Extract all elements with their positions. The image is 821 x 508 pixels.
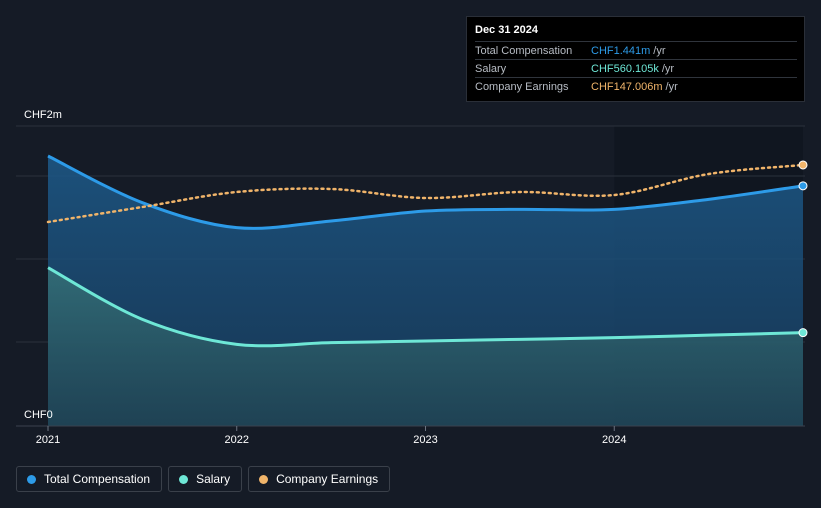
x-axis-ticks: 2021 2022 2023 2024: [36, 426, 626, 446]
chart-legend: Total Compensation Salary Company Earnin…: [16, 466, 391, 492]
end-markers: [798, 160, 808, 338]
salary-line: [47, 266, 804, 348]
legend-dot-icon: [259, 474, 269, 484]
tooltip-label: Company Earnings: [475, 80, 569, 93]
tooltip-row-salary: Salary CHF560.105k /yr: [475, 59, 797, 77]
tooltip-value: CHF147.006m: [591, 80, 663, 93]
tooltip-label: Salary: [475, 62, 507, 75]
salary-area: [48, 267, 803, 426]
x-tick-label: 2024: [602, 434, 626, 446]
salary-end-dot: [798, 328, 808, 338]
x-tick-label: 2022: [225, 434, 249, 446]
legend-dot-icon: [27, 474, 36, 484]
tooltip-row-earnings: Company Earnings CHF147.006m /yr: [475, 77, 797, 95]
legend-item-salary[interactable]: Salary: [168, 466, 243, 492]
legend-item-company-earnings[interactable]: Company Earnings: [248, 466, 391, 492]
y-axis-top-label: CHF2m: [24, 109, 62, 121]
legend-label: Salary: [196, 472, 231, 486]
x-tick-label: 2023: [413, 434, 437, 446]
legend-label: Company Earnings: [276, 472, 379, 486]
tooltip-value: CHF560.105k: [591, 62, 659, 75]
tooltip-unit: /yr: [665, 80, 678, 93]
legend-label: Total Compensation: [44, 472, 151, 486]
company-earnings-line: [46, 163, 805, 224]
earnings-end-dot: [798, 160, 808, 170]
legend-item-total-compensation[interactable]: Total Compensation: [16, 466, 163, 492]
tooltip-unit: /yr: [653, 44, 666, 57]
tooltip-unit: /yr: [661, 62, 675, 75]
tooltip: Dec 31 2024 Total Compensation CHF1.441m…: [466, 16, 805, 102]
tooltip-row-total: Total Compensation CHF1.441m /yr: [475, 41, 797, 59]
total-compensation-line: [47, 154, 804, 230]
x-tick-label: 2021: [36, 434, 60, 446]
total-end-dot: [798, 181, 808, 191]
legend-dot-icon: [179, 474, 189, 484]
tooltip-label: Total Compensation: [475, 44, 573, 57]
tooltip-value: CHF1.441m: [591, 44, 651, 57]
tooltip-date: Dec 31 2024: [475, 24, 538, 36]
y-axis-bottom-label: CHF0: [24, 409, 53, 421]
